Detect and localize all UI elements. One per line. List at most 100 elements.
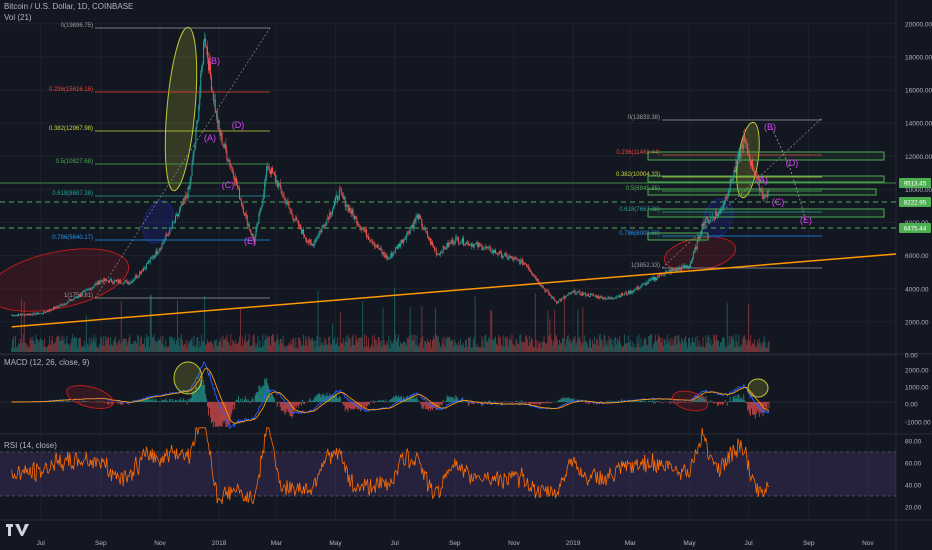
candle-body — [111, 282, 113, 284]
candle-body — [493, 249, 495, 253]
candle-body — [499, 251, 501, 252]
volume-bar — [247, 339, 249, 352]
volume-bar — [282, 335, 284, 352]
volume-bar — [243, 339, 245, 352]
volume-bar — [674, 336, 676, 352]
macd-hist-bar — [527, 402, 529, 403]
candle-body — [281, 193, 283, 196]
candle-body — [347, 204, 349, 212]
volume-bar — [498, 337, 500, 352]
macd-hist-bar — [69, 400, 71, 402]
fib-level-label: 0.5(10827.68) — [56, 159, 93, 165]
projection-path — [771, 127, 807, 223]
macd-hist-bar — [729, 396, 731, 402]
macd-hist-bar — [345, 402, 347, 409]
volume-bar — [710, 338, 712, 352]
candle-body — [217, 120, 219, 123]
candle-body — [362, 228, 364, 230]
volume-bar — [171, 338, 173, 352]
volume-bar — [605, 344, 607, 352]
candle-body — [745, 140, 747, 144]
volume-bar — [58, 336, 60, 352]
candle-body — [278, 183, 280, 184]
volume-bar — [252, 335, 254, 352]
volume-bar — [159, 339, 161, 352]
volume-bar — [524, 342, 526, 352]
candle-body — [760, 188, 762, 191]
candle-body — [489, 246, 491, 248]
candle-body — [521, 259, 523, 261]
macd-hist-bar — [261, 387, 263, 402]
volume-bar — [468, 338, 470, 352]
volume-bar — [346, 342, 348, 352]
volume-bar — [120, 300, 122, 352]
candle-body — [220, 133, 222, 136]
macd-hist-bar — [403, 397, 405, 402]
candle-body — [565, 296, 567, 297]
candle-body — [700, 233, 702, 236]
macd-hist-bar — [263, 386, 265, 402]
candle-body — [417, 215, 419, 220]
candle-body — [37, 312, 39, 315]
volume-bar — [23, 301, 25, 352]
volume-bar — [297, 347, 299, 352]
volume-bar — [115, 343, 117, 352]
volume-bar — [574, 336, 576, 352]
candle-body — [202, 64, 204, 68]
candle-body — [100, 280, 102, 282]
candle-body — [615, 297, 617, 299]
candle-body — [466, 241, 468, 243]
macd-hist-bar — [489, 400, 491, 402]
candle-body — [424, 227, 426, 230]
volume-bar — [334, 336, 336, 352]
macd-hist-bar — [399, 397, 401, 402]
candle-body — [718, 212, 720, 216]
candle-body — [385, 255, 387, 258]
volume-bar — [284, 345, 286, 352]
macd-hist-bar — [66, 401, 68, 402]
volume-bar — [19, 339, 21, 352]
volume-bar — [25, 343, 27, 352]
volume-bar — [684, 338, 686, 352]
macd-hist-bar — [196, 386, 198, 402]
macd-hist-bar — [199, 384, 201, 402]
candle-body — [318, 232, 320, 237]
volume-bar — [36, 338, 38, 352]
volume-bar — [695, 346, 697, 352]
candle-body — [309, 239, 311, 243]
volume-bar — [745, 339, 747, 352]
macd-hist-bar — [205, 393, 207, 402]
candle-body — [640, 286, 642, 288]
candle-body — [367, 236, 369, 237]
candle-body — [96, 283, 98, 285]
volume-bar — [357, 341, 359, 352]
volume-bar — [264, 340, 266, 352]
candle-body — [623, 294, 625, 296]
candle-body — [568, 293, 570, 295]
volume-bar — [378, 336, 380, 352]
macd-hist-bar — [702, 396, 704, 402]
long-term-trendline — [11, 253, 897, 328]
macd-hist-bar — [365, 402, 367, 407]
fib-level-label: 0(19896.75) — [61, 23, 93, 29]
candle-body — [704, 222, 706, 224]
volume-bar — [426, 343, 428, 352]
volume-bar — [525, 336, 527, 352]
volume-bar — [377, 337, 379, 352]
candle-body — [525, 263, 527, 265]
candle-body — [477, 242, 479, 248]
candle-body — [116, 279, 118, 281]
volume-bar — [553, 341, 555, 352]
macd-hist-bar — [737, 394, 739, 402]
macd-hist-bar — [539, 402, 541, 405]
macd-hist-bar — [652, 400, 654, 402]
volume-bar — [256, 343, 258, 352]
candle-body — [387, 258, 389, 260]
volume-bar — [375, 340, 377, 352]
macd-hist-bar — [299, 402, 301, 405]
volume-bar — [477, 346, 479, 352]
candle-body — [591, 294, 593, 296]
volume-bar — [465, 339, 467, 352]
candle-body — [315, 238, 317, 242]
